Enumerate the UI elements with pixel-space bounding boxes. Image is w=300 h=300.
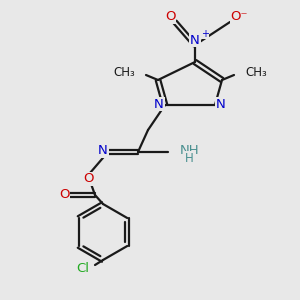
Text: +: + <box>201 29 209 39</box>
Text: H: H <box>184 152 194 164</box>
Text: N: N <box>154 98 164 110</box>
Text: O: O <box>165 11 175 23</box>
Text: CH₃: CH₃ <box>245 67 267 80</box>
Text: O⁻: O⁻ <box>230 11 248 23</box>
Text: O: O <box>59 188 69 200</box>
Text: NH: NH <box>180 143 200 157</box>
Text: Cl: Cl <box>76 262 89 275</box>
Text: O: O <box>83 172 93 185</box>
Text: N: N <box>216 98 226 110</box>
Text: N: N <box>98 145 108 158</box>
Text: N: N <box>190 34 200 46</box>
Text: CH₃: CH₃ <box>113 67 135 80</box>
